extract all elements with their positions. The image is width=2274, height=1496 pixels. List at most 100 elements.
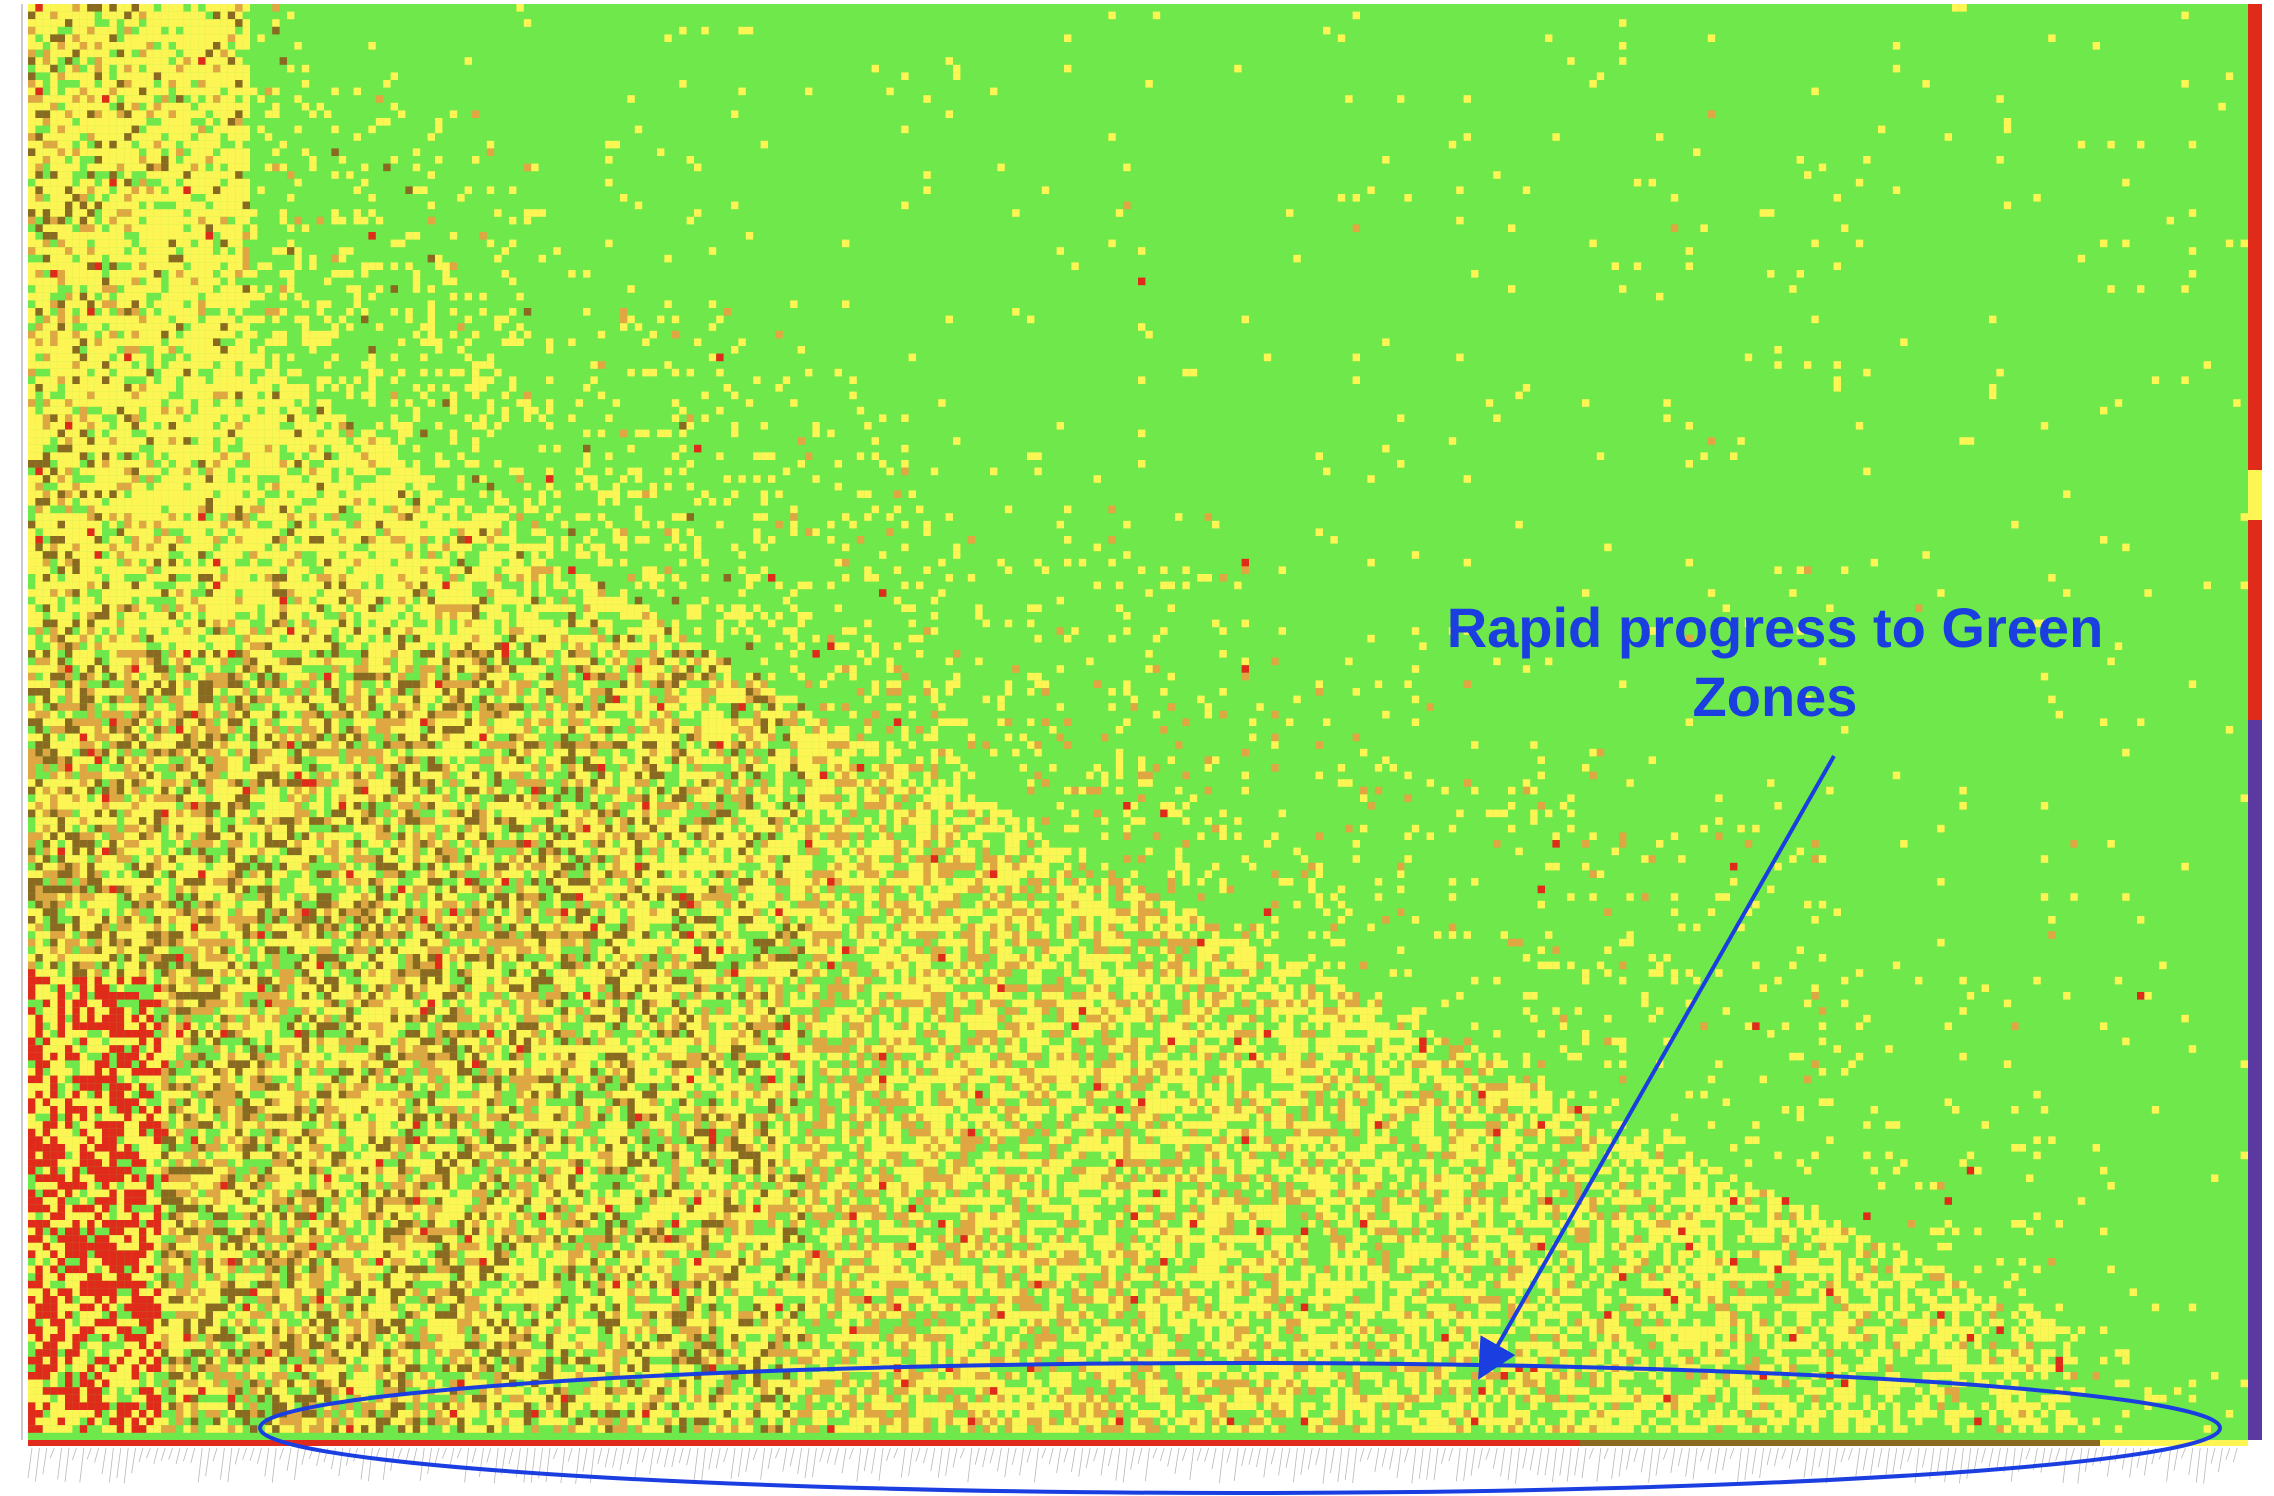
heatmap-cell bbox=[191, 650, 198, 658]
heatmap-cell bbox=[213, 384, 220, 392]
heatmap-cell bbox=[2107, 141, 2114, 149]
heatmap-cell bbox=[657, 665, 664, 673]
heatmap-cell bbox=[169, 536, 176, 544]
heatmap-cell bbox=[72, 262, 79, 270]
heatmap-cell bbox=[132, 186, 139, 194]
heatmap-cell bbox=[368, 376, 375, 384]
heatmap-cell bbox=[805, 369, 812, 377]
heatmap-cell bbox=[58, 414, 65, 422]
heatmap-cell bbox=[206, 658, 213, 666]
heatmap-cell bbox=[169, 171, 176, 179]
heatmap-cell bbox=[546, 680, 553, 688]
heatmap-cell bbox=[753, 680, 760, 688]
heatmap-cell bbox=[287, 270, 294, 278]
heatmap-cell bbox=[265, 604, 272, 612]
heatmap-cell bbox=[220, 110, 227, 118]
heatmap-cell bbox=[664, 696, 671, 704]
heatmap-cell bbox=[539, 680, 546, 688]
heatmap-cell bbox=[95, 50, 102, 58]
heatmap-cell bbox=[502, 566, 509, 574]
heatmap-cell bbox=[50, 65, 57, 73]
heatmap-cell bbox=[257, 384, 264, 392]
heatmap-cell bbox=[109, 582, 116, 590]
heatmap-cell bbox=[864, 513, 871, 521]
heatmap-cell bbox=[154, 171, 161, 179]
heatmap-cell bbox=[228, 612, 235, 620]
heatmap-cell bbox=[627, 665, 634, 673]
heatmap-cell bbox=[198, 392, 205, 400]
heatmap-cell bbox=[376, 696, 383, 704]
heatmap-cell bbox=[620, 650, 627, 658]
heatmap-cell bbox=[331, 354, 338, 362]
heatmap-cell bbox=[391, 597, 398, 605]
heatmap-cell bbox=[457, 544, 464, 552]
heatmap-cell bbox=[206, 224, 213, 232]
heatmap-cell bbox=[43, 293, 50, 301]
heatmap-cell bbox=[272, 536, 279, 544]
heatmap-cell bbox=[346, 483, 353, 491]
heatmap-cell bbox=[43, 688, 50, 696]
heatmap-cell bbox=[302, 711, 309, 719]
heatmap-cell bbox=[87, 658, 94, 666]
heatmap-cell bbox=[539, 635, 546, 643]
heatmap-cell bbox=[191, 42, 198, 50]
heatmap-cell bbox=[265, 164, 272, 172]
heatmap-cell bbox=[620, 604, 627, 612]
heatmap-cell bbox=[198, 536, 205, 544]
heatmap-cell bbox=[161, 34, 168, 42]
heatmap-cell bbox=[709, 711, 716, 719]
heatmap-cell bbox=[280, 498, 287, 506]
heatmap-cell bbox=[132, 346, 139, 354]
heatmap-cell bbox=[265, 597, 272, 605]
heatmap-cell bbox=[80, 57, 87, 65]
heatmap-cell bbox=[117, 202, 124, 210]
heatmap-cell bbox=[220, 376, 227, 384]
heatmap-cell bbox=[124, 72, 131, 80]
heatmap-cell bbox=[95, 604, 102, 612]
heatmap-cell bbox=[87, 468, 94, 476]
heatmap-cell bbox=[272, 422, 279, 430]
heatmap-cell bbox=[317, 688, 324, 696]
heatmap-cell bbox=[43, 148, 50, 156]
heatmap-cell bbox=[457, 703, 464, 711]
heatmap-cell bbox=[265, 262, 272, 270]
heatmap-cell bbox=[109, 19, 116, 27]
heatmap-cell bbox=[161, 255, 168, 263]
heatmap-cell bbox=[95, 445, 102, 453]
heatmap-cell bbox=[228, 209, 235, 217]
heatmap-cell bbox=[487, 703, 494, 711]
heatmap-cell bbox=[346, 475, 353, 483]
heatmap-cell bbox=[1168, 703, 1175, 711]
heatmap-cell bbox=[139, 27, 146, 35]
heatmap-cell bbox=[213, 262, 220, 270]
heatmap-cell bbox=[183, 194, 190, 202]
heatmap-cell bbox=[102, 711, 109, 719]
heatmap-cell bbox=[228, 262, 235, 270]
heatmap-cell bbox=[43, 521, 50, 529]
heatmap-cell bbox=[1108, 688, 1115, 696]
heatmap-cell bbox=[206, 620, 213, 628]
heatmap-cell bbox=[243, 430, 250, 438]
heatmap-cell bbox=[43, 133, 50, 141]
heatmap-cell bbox=[650, 483, 657, 491]
heatmap-cell bbox=[35, 179, 42, 187]
heatmap-cell bbox=[95, 460, 102, 468]
heatmap-cell bbox=[613, 536, 620, 544]
heatmap-cell bbox=[87, 34, 94, 42]
heatmap-cell bbox=[1205, 513, 1212, 521]
heatmap-cell bbox=[546, 551, 553, 559]
heatmap-cell bbox=[1205, 574, 1212, 582]
heatmap-cell bbox=[324, 498, 331, 506]
heatmap-cell bbox=[435, 589, 442, 597]
heatmap-cell bbox=[257, 452, 264, 460]
heatmap-cell bbox=[183, 34, 190, 42]
heatmap-cell bbox=[280, 331, 287, 339]
heatmap-cell bbox=[257, 354, 264, 362]
heatmap-cell bbox=[65, 65, 72, 73]
heatmap-cell bbox=[95, 483, 102, 491]
heatmap-cell bbox=[220, 544, 227, 552]
heatmap-cell bbox=[494, 209, 501, 217]
heatmap-cell bbox=[161, 384, 168, 392]
heatmap-cell bbox=[35, 620, 42, 628]
heatmap-cell bbox=[368, 665, 375, 673]
